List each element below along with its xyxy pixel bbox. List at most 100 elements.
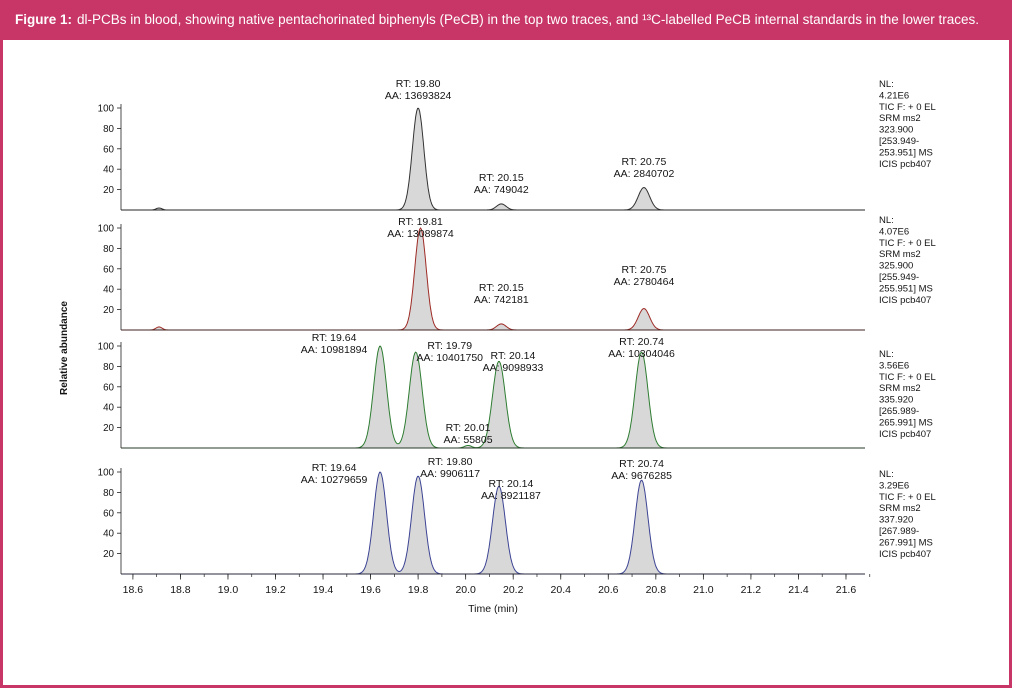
figure-caption-text: dl-PCBs in blood, showing native pentach… — [77, 12, 979, 27]
scan-info-line: 325.900 — [879, 261, 913, 272]
peak-area-label: AA: 9676285 — [611, 470, 672, 482]
x-tick-label: 21.6 — [836, 584, 857, 596]
peak-area-label: AA: 8921187 — [481, 490, 541, 502]
x-tick-label: 20.4 — [551, 584, 572, 596]
scan-info-line: NL: — [879, 79, 894, 90]
peak-rt-label: RT: 20.01 — [446, 422, 491, 434]
chromatogram-area: 20 40 60 80 100 RT: 19.80 AA: 13693824 RT: 20.1… — [3, 39, 1009, 685]
peak-area-label: AA: 55805 — [444, 434, 493, 446]
scan-info-line: SRM ms2 — [879, 383, 921, 394]
y-tick-label: 20 — [103, 423, 114, 434]
y-tick-label: 60 — [103, 144, 114, 155]
peak-rt-label: RT: 20.15 — [479, 282, 524, 294]
peak-rt-label: RT: 20.14 — [491, 350, 536, 362]
peak-area-label: AA: 742181 — [474, 294, 529, 306]
y-tick-label: 80 — [103, 488, 114, 499]
x-axis: 18.6 18.8 19.0 19.2 19.4 19.6 19.8 20.0 20.2 20.4… — [123, 573, 871, 615]
scan-info-line: 253.951] MS — [879, 147, 933, 158]
y-tick-label: 100 — [98, 341, 115, 352]
y-tick-label: 80 — [103, 124, 114, 135]
scan-info-line: SRM ms2 — [879, 249, 921, 260]
peak-rt-label: RT: 19.64 — [312, 462, 357, 474]
scan-info-line: [253.949- — [879, 136, 919, 147]
scan-info-line: TIC F: + 0 EL — [879, 102, 936, 113]
peak-area-label: AA: 2840702 — [614, 168, 675, 180]
y-axis-title: Relative abundance — [59, 301, 70, 395]
y-tick-label: 80 — [103, 244, 114, 255]
y-tick-label: 20 — [103, 185, 114, 196]
y-tick-label: 40 — [103, 403, 114, 414]
peak-rt-label: RT: 20.15 — [479, 172, 524, 184]
scan-info-line: 265.991] MS — [879, 417, 933, 428]
figure-caption-banner: Figure 1: dl-PCBs in blood, showing nativ… — [3, 3, 1009, 40]
y-tick-label: 40 — [103, 529, 114, 540]
peak-area-label: AA: 13693824 — [385, 90, 452, 102]
scan-info-line: ICIS pcb407 — [879, 549, 931, 560]
peak-area-label: AA: 2780464 — [614, 276, 675, 288]
scan-info-line: 323.900 — [879, 125, 913, 136]
scan-info-line: NL: — [879, 349, 894, 360]
peak-rt-label: RT: 19.81 — [398, 216, 443, 228]
x-tick-label: 21.2 — [741, 584, 762, 596]
x-tick-label: 20.6 — [598, 584, 619, 596]
scan-info-line: NL: — [879, 215, 894, 226]
peak-rt-label: RT: 20.75 — [622, 156, 667, 168]
x-tick-label: 21.0 — [693, 584, 714, 596]
x-tick-label: 18.8 — [170, 584, 191, 596]
peak-rt-label: RT: 20.74 — [619, 336, 664, 348]
scan-info-line: TIC F: + 0 EL — [879, 492, 936, 503]
scan-info-line: SRM ms2 — [879, 503, 921, 514]
figure-label: Figure 1: — [15, 12, 73, 27]
x-tick-label: 19.0 — [218, 584, 239, 596]
scan-info-line: 255.951] MS — [879, 283, 933, 294]
y-tick-label: 60 — [103, 508, 114, 519]
scan-info-line: 337.920 — [879, 515, 913, 526]
x-tick-label: 18.6 — [123, 584, 144, 596]
x-tick-label: 19.2 — [265, 584, 286, 596]
peak-area-label: AA: 9906117 — [420, 468, 480, 480]
peak-area-label: AA: 10304046 — [608, 348, 675, 360]
x-tick-label: 20.2 — [503, 584, 524, 596]
peak-rt-label: RT: 19.64 — [312, 332, 357, 344]
trace-path-2 — [121, 227, 865, 331]
peak-area-label: AA: 10401750 — [416, 352, 483, 364]
y-tick-label: 80 — [103, 362, 114, 373]
scan-info-line: TIC F: + 0 EL — [879, 238, 936, 249]
scan-info-line: ICIS pcb407 — [879, 295, 931, 306]
scan-info-line: 3.29E6 — [879, 480, 909, 491]
scan-info-line: TIC F: + 0 EL — [879, 372, 936, 383]
y-tick-label: 100 — [98, 223, 115, 234]
scan-info-line: [267.989- — [879, 526, 919, 537]
scan-info-line: [265.989- — [879, 406, 919, 417]
y-tick-label: 60 — [103, 264, 114, 275]
x-tick-label: 19.4 — [313, 584, 334, 596]
peak-rt-label: RT: 20.14 — [489, 478, 534, 490]
scan-info-line: 4.07E6 — [879, 226, 909, 237]
scan-info-line: ICIS pcb407 — [879, 159, 931, 170]
peak-rt-label: RT: 19.80 — [428, 456, 473, 468]
peak-area-label: AA: 10279659 — [301, 474, 368, 486]
scan-info-line: 335.920 — [879, 395, 913, 406]
y-tick-label: 60 — [103, 382, 114, 393]
x-tick-label: 19.6 — [360, 584, 381, 596]
peak-rt-label: RT: 19.79 — [427, 340, 472, 352]
scan-info-line: 267.991] MS — [879, 537, 933, 548]
peak-rt-label: RT: 19.80 — [396, 78, 441, 90]
x-tick-label: 19.8 — [408, 584, 429, 596]
x-tick-label: 20.0 — [455, 584, 476, 596]
scan-info-line: 3.56E6 — [879, 360, 909, 371]
scan-info-line: [255.949- — [879, 272, 919, 283]
peak-rt-label: RT: 20.75 — [622, 264, 667, 276]
peak-area-label: AA: 13089874 — [387, 228, 454, 240]
y-tick-label: 40 — [103, 165, 114, 176]
peak-area-label: AA: 749042 — [474, 184, 529, 196]
